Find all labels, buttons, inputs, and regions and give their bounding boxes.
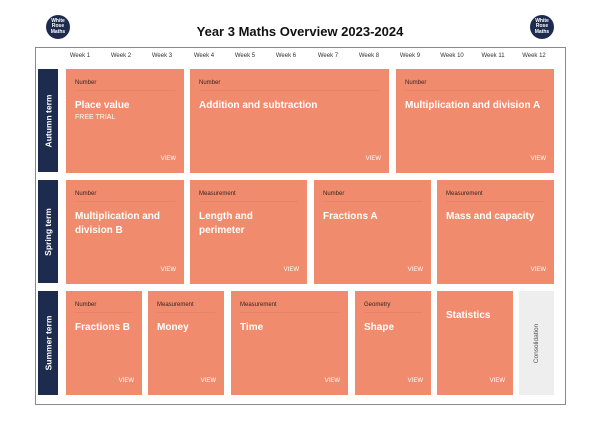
block-topic: Mass and capacity (446, 211, 535, 222)
week-label: Week 12 (522, 53, 546, 59)
block-money[interactable]: Measurement Money VIEW (148, 291, 224, 395)
page-title: Year 3 Maths Overview 2023-2024 (196, 24, 404, 39)
logo-text-line: Rose (535, 23, 549, 30)
logo-text-line: White (535, 17, 549, 24)
block-multiplication-division-b[interactable]: Number Multiplication and division B VIE… (66, 180, 184, 284)
block-category: Geometry (364, 302, 422, 313)
term-label-summer: Summer term (38, 291, 58, 395)
view-link[interactable]: VIEW (407, 378, 423, 384)
view-link[interactable]: VIEW (530, 156, 546, 162)
week-label: Week 7 (317, 53, 339, 59)
view-link[interactable]: VIEW (324, 378, 340, 384)
view-link[interactable]: VIEW (283, 267, 299, 273)
block-topic: Fractions A (323, 211, 378, 222)
view-link[interactable]: VIEW (200, 378, 216, 384)
logo-text-line: Maths (534, 28, 550, 35)
block-category: Number (323, 191, 422, 202)
block-length-perimeter[interactable]: Measurement Length and perimeter VIEW (190, 180, 307, 284)
term-label-text: Autumn term (43, 94, 54, 147)
block-category: Measurement (199, 191, 298, 202)
week-label: Week 1 (69, 53, 91, 59)
block-category: Number (75, 80, 175, 91)
view-link[interactable]: VIEW (160, 267, 176, 273)
block-addition-subtraction[interactable]: Number Addition and subtraction VIEW (190, 69, 389, 173)
block-place-value[interactable]: Number Place value FREE TRIAL VIEW (66, 69, 184, 173)
block-fractions-a[interactable]: Number Fractions A VIEW (314, 180, 431, 284)
block-topic: Multiplication and division A (405, 100, 541, 111)
block-topic: Money (157, 322, 189, 333)
view-link[interactable]: VIEW (365, 156, 381, 162)
week-label: Week 9 (399, 53, 421, 59)
week-label: Week 8 (358, 53, 380, 59)
term-label-text: Spring term (43, 207, 54, 256)
view-link[interactable]: VIEW (530, 267, 546, 273)
white-rose-maths-logo: White Rose Maths (46, 15, 70, 39)
week-header-row: Week 1 Week 2 Week 3 Week 4 Week 5 Week … (0, 53, 600, 63)
week-label: Week 3 (151, 53, 173, 59)
term-label-text: Summer term (43, 315, 53, 371)
block-category: Number (199, 80, 380, 91)
block-mass-capacity[interactable]: Measurement Mass and capacity VIEW (437, 180, 554, 284)
week-label: Week 4 (193, 53, 215, 59)
block-topic: Length and perimeter (199, 211, 253, 236)
term-label-autumn: Autumn term (38, 69, 58, 172)
block-topic: Statistics (446, 310, 491, 321)
block-category: Number (75, 302, 133, 313)
logo-text-line: Rose (51, 23, 65, 30)
block-category: Number (75, 191, 175, 202)
consolidation-block: Consolidation (519, 291, 554, 395)
block-category: Measurement (446, 191, 545, 202)
week-label: Week 2 (110, 53, 132, 59)
view-link[interactable]: VIEW (407, 267, 423, 273)
consolidation-label: Consolidation (533, 323, 541, 363)
week-label: Week 5 (234, 53, 256, 59)
block-topic: Addition and subtraction (199, 100, 318, 111)
week-label: Week 10 (440, 53, 464, 59)
logo-text-line: White (51, 17, 65, 24)
week-label: Week 11 (481, 53, 505, 59)
block-shape[interactable]: Geometry Shape VIEW (355, 291, 431, 395)
block-category: Measurement (240, 302, 339, 313)
white-rose-maths-logo: White Rose Maths (530, 15, 554, 39)
block-topic: Time (240, 322, 264, 333)
block-topic: Place value (75, 100, 130, 111)
block-category: Measurement (157, 302, 215, 313)
view-link[interactable]: VIEW (118, 378, 134, 384)
term-label-spring: Spring term (38, 180, 58, 283)
week-label: Week 6 (275, 53, 297, 59)
logo-text-line: Maths (50, 28, 66, 35)
view-link[interactable]: VIEW (489, 378, 505, 384)
view-link[interactable]: VIEW (160, 156, 176, 162)
block-topic: Multiplication and division B (75, 211, 160, 236)
block-topic: Shape (364, 322, 395, 333)
block-category: Number (405, 80, 545, 91)
block-multiplication-division-a[interactable]: Number Multiplication and division A VIE… (396, 69, 554, 173)
block-fractions-b[interactable]: Number Fractions B VIEW (66, 291, 142, 395)
block-time[interactable]: Measurement Time VIEW (231, 291, 348, 395)
block-statistics[interactable]: Statistics VIEW (437, 291, 513, 395)
block-topic: Fractions B (75, 322, 131, 333)
free-trial-label: FREE TRIAL (75, 114, 116, 121)
